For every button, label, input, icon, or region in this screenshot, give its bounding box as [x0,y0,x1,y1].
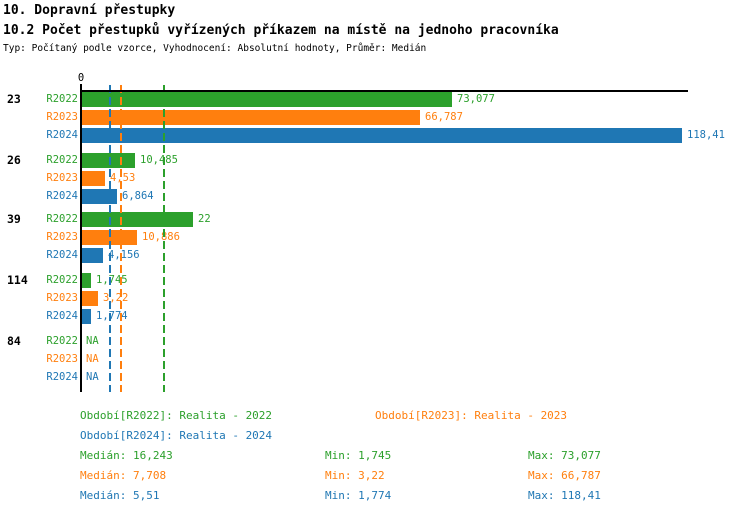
series-row-label: R2024 [46,310,78,322]
bar-value-label: 73,077 [457,93,495,105]
median-gridline-r2023 [120,85,122,392]
bar-r2024 [82,309,91,324]
bar-r2022 [82,212,193,227]
stat-min-r2022: Min: 1,745 [325,449,392,462]
stat-max-r2023: Max: 66,787 [528,469,601,482]
bar-value-label: 1,774 [96,310,128,322]
category-label: 114 [7,273,28,287]
stat-median-r2022: Medián: 16,243 [80,449,173,462]
chart-subtitle: Typ: Počítaný podle vzorce, Vyhodnocení:… [3,43,427,54]
bar-r2023 [82,110,420,125]
series-row-label: R2024 [46,129,78,141]
stat-min-r2023: Min: 3,22 [325,469,385,482]
series-row-label: R2022 [46,335,78,347]
stat-max-r2024: Max: 118,41 [528,489,601,502]
bar-value-label: 6,864 [122,190,154,202]
bar-r2024 [82,128,682,143]
legend-item-r2022: Období[R2022]: Realita - 2022 [80,409,273,422]
y-axis-line [80,84,82,392]
stat-median-r2023: Medián: 7,708 [80,469,167,482]
bar-r2023 [82,291,98,306]
bar-value-label: 3,22 [103,292,129,304]
median-gridline-r2024 [109,85,111,392]
bar-value-label: 4,156 [108,249,140,261]
median-gridline-r2022 [163,85,165,392]
bar-value-label: 1,745 [96,274,128,286]
series-row-label: R2023 [46,353,78,365]
category-label: 39 [7,212,21,226]
series-row-label: R2022 [46,154,78,166]
series-row-label: R2024 [46,249,78,261]
bar-value-label: NA [86,335,99,347]
bar-value-label: NA [86,371,99,383]
bar-value-label: 4,53 [110,172,136,184]
bar-value-label: 10,485 [140,154,178,166]
x-axis-line [80,90,688,92]
series-row-label: R2023 [46,172,78,184]
report-section-title: 10. Dopravní přestupky [3,3,176,18]
stat-max-r2022: Max: 73,077 [528,449,601,462]
chart-title: 10.2 Počet přestupků vyřízených příkazem… [3,23,559,38]
series-row-label: R2022 [46,93,78,105]
bar-value-label: 66,787 [425,111,463,123]
bar-r2023 [82,171,105,186]
bar-value-label: 118,41 [687,129,725,141]
bar-r2024 [82,248,103,263]
stat-median-r2024: Medián: 5,51 [80,489,160,502]
bar-r2022 [82,92,452,107]
bar-value-label: 22 [198,213,211,225]
series-row-label: R2023 [46,111,78,123]
series-row-label: R2022 [46,213,78,225]
series-row-label: R2024 [46,190,78,202]
bar-r2022 [82,273,91,288]
bar-value-label: 10,886 [142,231,180,243]
bar-r2024 [82,189,117,204]
series-row-label: R2022 [46,274,78,286]
category-label: 84 [7,334,21,348]
legend-item-r2023: Období[R2023]: Realita - 2023 [375,409,568,422]
category-label: 26 [7,153,21,167]
legend-item-r2024: Období[R2024]: Realita - 2024 [80,429,273,442]
x-axis-zero-tick-label: 0 [77,72,85,84]
stat-min-r2024: Min: 1,774 [325,489,392,502]
category-label: 23 [7,92,21,106]
series-row-label: R2023 [46,292,78,304]
series-row-label: R2023 [46,231,78,243]
series-row-label: R2024 [46,371,78,383]
bar-value-label: NA [86,353,99,365]
